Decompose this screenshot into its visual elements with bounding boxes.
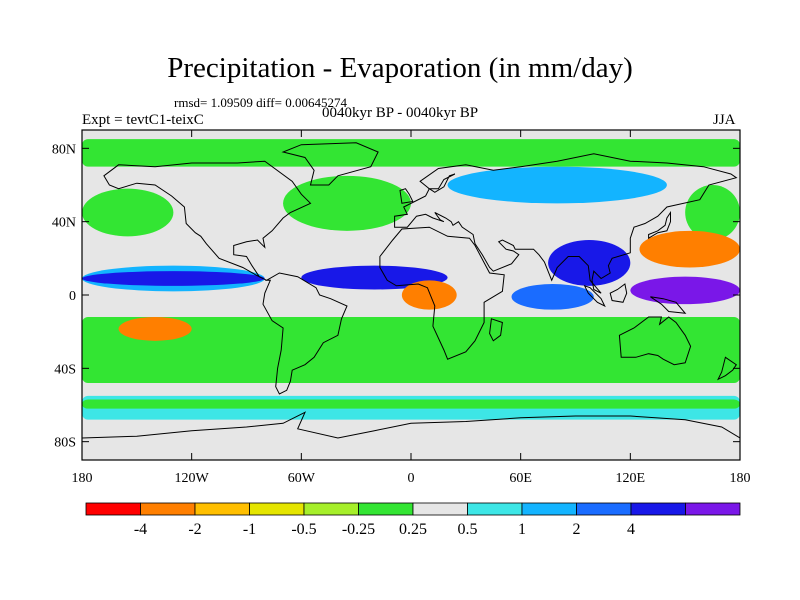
region-west-africa-deficit — [401, 280, 457, 310]
region-north-pacific-storm — [685, 185, 740, 240]
y-tick-label: 40N — [52, 216, 76, 231]
coastline-madagascar — [489, 318, 503, 342]
coastline-scandinavia-sea — [427, 173, 456, 193]
x-tick-label: 180 — [72, 471, 93, 486]
y-tick-label: 40S — [54, 362, 76, 377]
chart-title: Precipitation - Evaporation (in mm/day) — [167, 52, 633, 84]
colorbar-label: -4 — [134, 521, 147, 538]
x-tick-label: 180 — [730, 471, 751, 486]
colorbar-swatch — [521, 502, 577, 516]
x-tick-label: 120W — [175, 471, 210, 486]
y-tick-label: 0 — [69, 289, 76, 304]
region-northwest-pacific-dry — [639, 230, 740, 268]
region-asian-monsoon — [548, 239, 631, 286]
coastline-sumatra — [583, 284, 606, 308]
colorbar-swatch — [467, 502, 523, 516]
coastline-north-america — [103, 160, 312, 281]
x-tick-label: 60E — [509, 471, 532, 486]
experiment-label: Expt = tevtC1-teixC — [82, 112, 204, 128]
y-tick-label: 80N — [52, 142, 76, 157]
y-tick-label: 80S — [54, 436, 76, 451]
coastline-new-guinea — [650, 296, 687, 314]
region-west-pacific-wet — [630, 276, 740, 305]
colorbar-swatch — [85, 502, 141, 516]
x-tick-label: 0 — [408, 471, 415, 486]
colorbar-label: 0.5 — [458, 521, 478, 538]
colorbar-label: -0.25 — [342, 521, 375, 538]
colorbar-swatch — [576, 502, 632, 516]
field-regions — [82, 139, 740, 420]
region-south-subtropical-band — [82, 317, 740, 383]
x-tick-label: 60W — [288, 471, 316, 486]
coastline-japan — [648, 210, 671, 240]
region-atlantic-itcz — [301, 265, 448, 290]
colorbar-label: -0.5 — [291, 521, 316, 538]
region-siberia-wet — [447, 166, 667, 204]
coastline-africa — [379, 226, 505, 360]
colorbar-label: 1 — [518, 521, 526, 538]
colorbar-label: 0.25 — [399, 521, 427, 538]
x-tick-label: 120E — [616, 471, 646, 486]
region-pacific-itcz — [82, 271, 265, 286]
coastline-britain — [399, 188, 414, 204]
colorbar-swatch — [249, 502, 305, 516]
coastline-new-zealand — [717, 356, 737, 381]
colorbar-label: 4 — [627, 521, 635, 538]
colorbar-swatch — [303, 502, 359, 516]
region-southeast-pacific-dry — [118, 317, 192, 341]
colorbar-swatch — [630, 502, 686, 516]
region-north-atlantic-storm — [283, 175, 411, 231]
colorbar-swatch — [140, 502, 196, 516]
region-north-pacific-storm-w — [82, 188, 174, 237]
coastline-greenland — [281, 142, 379, 186]
colorbar-label: -2 — [188, 521, 201, 538]
coastline-south-america — [262, 272, 348, 395]
colorbar-label: -1 — [243, 521, 256, 538]
colorbar-swatch — [358, 502, 414, 516]
region-arctic-green — [82, 139, 740, 167]
coastline-borneo — [609, 283, 628, 303]
rmsd-diff-stats: rmsd= 1.09509 diff= 0.00645274 — [174, 95, 347, 110]
period-label: 0040kyr BP - 0040kyr BP — [322, 105, 479, 121]
colorbar-label: 2 — [573, 521, 581, 538]
region-southern-ocean-green — [82, 399, 740, 409]
coastline-australia — [618, 316, 692, 366]
region-indian-ocean-wet — [511, 284, 594, 310]
coastline-antarctica — [82, 411, 740, 439]
colorbar-swatch — [412, 502, 468, 516]
season-label: JJA — [713, 112, 736, 128]
coastlines — [82, 142, 740, 439]
coastline-eurasia — [394, 153, 738, 294]
colorbar-swatch — [194, 502, 250, 516]
colorbar-swatch — [685, 502, 741, 516]
